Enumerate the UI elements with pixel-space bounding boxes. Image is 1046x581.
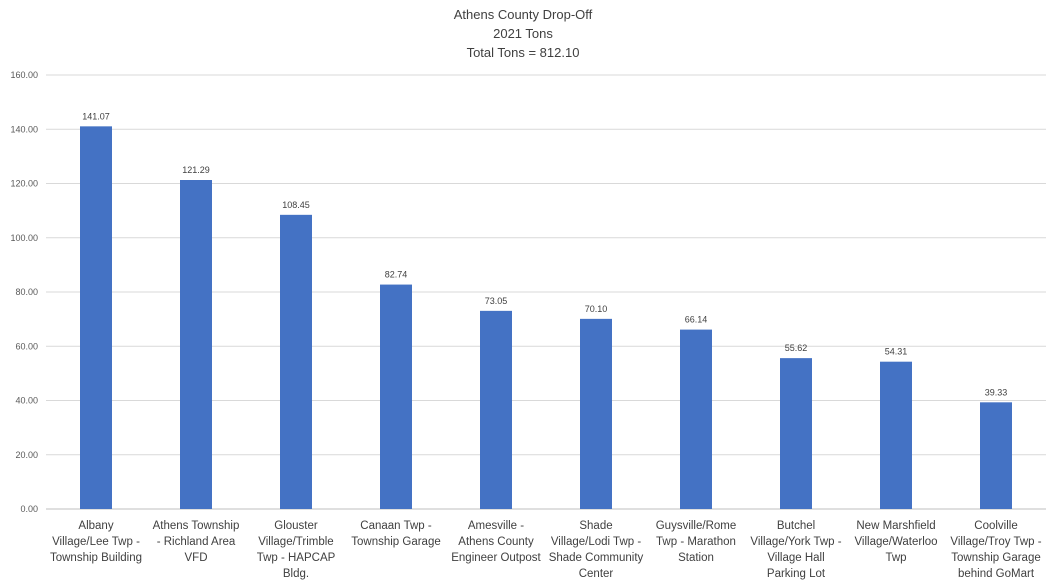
x-tick-label-line: VFD [185, 552, 208, 564]
bar [780, 358, 812, 509]
x-tick-label-line: Township Building [50, 552, 142, 564]
x-tick-label-line: Canaan Twp - [360, 520, 432, 532]
x-tick-label-line: Station [678, 552, 714, 564]
x-tick-label: Albany Village/Lee Twp - Township Building [50, 520, 142, 564]
chart-total: Total Tons = 812.10 [466, 45, 580, 60]
x-tick-label: Coolville Village/Troy Twp - Township Gara… [950, 520, 1041, 580]
x-tick-label-line: Township Garage [951, 552, 1041, 564]
x-tick-label-line: Township Garage [351, 536, 441, 548]
x-tick-label-line: Amesville - [468, 520, 524, 532]
chart-subtitle: 2021 Tons [493, 26, 553, 41]
y-tick-label: 40.00 [15, 396, 38, 406]
data-label: 66.14 [685, 315, 708, 325]
y-tick-label: 0.00 [20, 504, 38, 514]
data-label: 82.74 [385, 270, 408, 280]
x-tick-label: New Marshfield Village/Waterloo Twp [854, 520, 937, 564]
x-tick-label-line: Village/Waterloo [854, 536, 937, 548]
x-tick-label-line: Twp [885, 552, 906, 564]
bar [80, 126, 112, 509]
data-label: 108.45 [282, 200, 310, 210]
x-tick-label: Shade Village/Lodi Twp - Shade Community Ce… [549, 520, 644, 580]
bar [880, 361, 912, 509]
x-tick-label-line: Coolville [974, 520, 1017, 532]
x-tick-label: Guysville/Rome Twp - Marathon Station [656, 520, 737, 564]
x-tick-label-line: Albany [78, 520, 113, 532]
x-tick-label-line: Shade [579, 520, 612, 532]
x-tick-label-line: Center [579, 568, 614, 580]
x-tick-label-line: Glouster [274, 520, 318, 532]
x-tick-label: Butchel Village/York Twp - Village Hall Par… [750, 520, 841, 580]
x-tick-label-line: Village/Lee Twp - [52, 536, 140, 548]
y-tick-label: 160.00 [10, 70, 38, 80]
data-label: 121.29 [182, 165, 210, 175]
y-tick-label: 60.00 [15, 341, 38, 351]
bar [280, 214, 312, 509]
bar [480, 310, 512, 509]
data-label: 54.31 [885, 347, 908, 357]
x-tick-label-line: Twp - Marathon [656, 536, 736, 548]
bar [380, 284, 412, 509]
x-tick-label: Amesville - Athens County Engineer Outpost [451, 520, 541, 564]
bar [680, 329, 712, 509]
x-tick-label-line: - Richland Area [157, 536, 236, 548]
x-tick-label-line: behind GoMart [958, 568, 1035, 580]
x-tick-label-line: Village/Lodi Twp - [551, 536, 642, 548]
x-tick-label-line: Engineer Outpost [451, 552, 541, 564]
x-tick-label-line: Village Hall [767, 552, 824, 564]
bar [980, 402, 1012, 509]
y-tick-label: 100.00 [10, 233, 38, 243]
y-tick-label: 120.00 [10, 179, 38, 189]
x-tick-label-line: Athens County [458, 536, 534, 548]
x-tick-label: Athens Township - Richland Area VFD [153, 520, 240, 564]
x-tick-label: Glouster Village/Trimble Twp - HAPCAP Bldg. [257, 520, 336, 580]
data-label: 141.07 [82, 111, 110, 121]
x-tick-label-line: Twp - HAPCAP [257, 552, 336, 564]
x-tick-label-line: Guysville/Rome [656, 520, 737, 532]
x-tick-label-line: Shade Community [549, 552, 644, 564]
data-label: 39.33 [985, 387, 1008, 397]
data-label: 70.10 [585, 304, 608, 314]
x-tick-label-line: Village/Trimble [258, 536, 333, 548]
x-tick-label: Canaan Twp - Township Garage [351, 520, 441, 548]
x-tick-label-line: Village/Troy Twp - [950, 536, 1041, 548]
x-tick-label-line: Butchel [777, 520, 815, 532]
bar [580, 318, 612, 509]
x-tick-label-line: Bldg. [283, 568, 309, 580]
bar [180, 180, 212, 510]
chart-title: Athens County Drop-Off [453, 7, 593, 22]
x-tick-label-line: New Marshfield [856, 520, 935, 532]
y-tick-label: 20.00 [15, 450, 38, 460]
data-label: 73.05 [485, 296, 508, 306]
data-label: 55.62 [785, 343, 808, 353]
x-tick-label-line: Parking Lot [767, 568, 826, 580]
x-tick-label-line: Athens Township [153, 520, 240, 532]
x-tick-label-line: Village/York Twp - [750, 536, 841, 548]
y-tick-label: 80.00 [15, 287, 38, 297]
y-tick-label: 140.00 [10, 124, 38, 134]
